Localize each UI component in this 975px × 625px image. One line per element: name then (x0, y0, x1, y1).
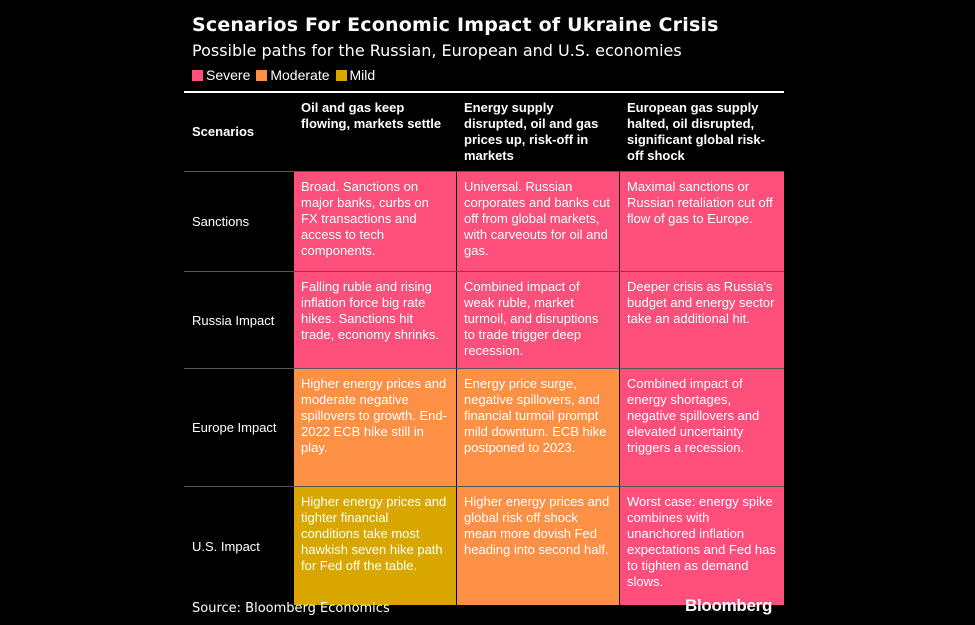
cell-sanctions-3: Maximal sanctions or Russian retaliation… (619, 172, 784, 271)
legend-item-moderate: Moderate (256, 67, 330, 83)
bloomberg-logo: Bloomberg (685, 596, 773, 615)
chart-subtitle: Possible paths for the Russian, European… (192, 41, 682, 60)
cell-us-3: Worst case: energy spike combines with u… (619, 487, 784, 605)
cell-us-1: Higher energy prices and tighter financi… (293, 487, 456, 605)
cell-sanctions-2: Universal. Russian corporates and banks … (456, 172, 619, 271)
source-note: Source: Bloomberg Economics (192, 601, 390, 616)
legend-swatch-severe (192, 69, 203, 81)
cell-russia-1: Falling ruble and rising inflation force… (293, 272, 456, 368)
legend-item-mild: Mild (335, 67, 376, 83)
legend-swatch-mild (335, 69, 347, 81)
table-row-sanctions: Sanctions Broad. Sanctions on major bank… (184, 171, 784, 271)
chart-title: Scenarios For Economic Impact of Ukraine… (192, 14, 719, 36)
legend-swatch-moderate (256, 69, 268, 81)
cell-europe-2: Energy price surge, negative spillovers,… (456, 369, 619, 486)
legend-label-mild: Mild (349, 67, 376, 83)
cell-russia-3: Deeper crisis as Russia's budget and ene… (619, 272, 784, 368)
legend-label-moderate: Moderate (270, 67, 330, 83)
legend-item-severe: Severe (192, 67, 250, 83)
row-label-europe-impact: Europe Impact (192, 420, 277, 435)
legend: Severe Moderate Mild (192, 67, 375, 83)
table-row-russia-impact: Russia Impact Falling ruble and rising i… (184, 271, 784, 368)
cell-sanctions-1: Broad. Sanctions on major banks, curbs o… (293, 172, 456, 271)
header-scenario-2: Energy supply disrupted, oil and gas pri… (464, 100, 599, 163)
table-row-us-impact: U.S. Impact Higher energy prices and tig… (184, 486, 784, 605)
row-label-russia-impact: Russia Impact (192, 312, 275, 328)
header-scenario-3: European gas supply halted, oil disrupte… (627, 100, 765, 163)
table-row-europe-impact: Europe Impact Higher energy prices and m… (184, 368, 784, 486)
table-header-row: Scenarios Oil and gas keep flowing, mark… (184, 91, 784, 171)
row-label-sanctions: Sanctions (192, 214, 250, 229)
header-scenarios: Scenarios (192, 124, 255, 139)
legend-label-severe: Severe (206, 67, 251, 83)
cell-russia-2: Combined impact of weak ruble, market tu… (456, 272, 619, 368)
scenario-table: Scenarios Oil and gas keep flowing, mark… (184, 91, 784, 605)
cell-europe-1: Higher energy prices and moderate negati… (293, 369, 456, 486)
cell-europe-3: Combined impact of energy shortages, neg… (619, 369, 784, 486)
row-label-us-impact: U.S. Impact (192, 538, 260, 554)
cell-us-2: Higher energy prices and global risk off… (456, 487, 619, 605)
header-scenario-1: Oil and gas keep flowing, markets settle (301, 100, 442, 131)
